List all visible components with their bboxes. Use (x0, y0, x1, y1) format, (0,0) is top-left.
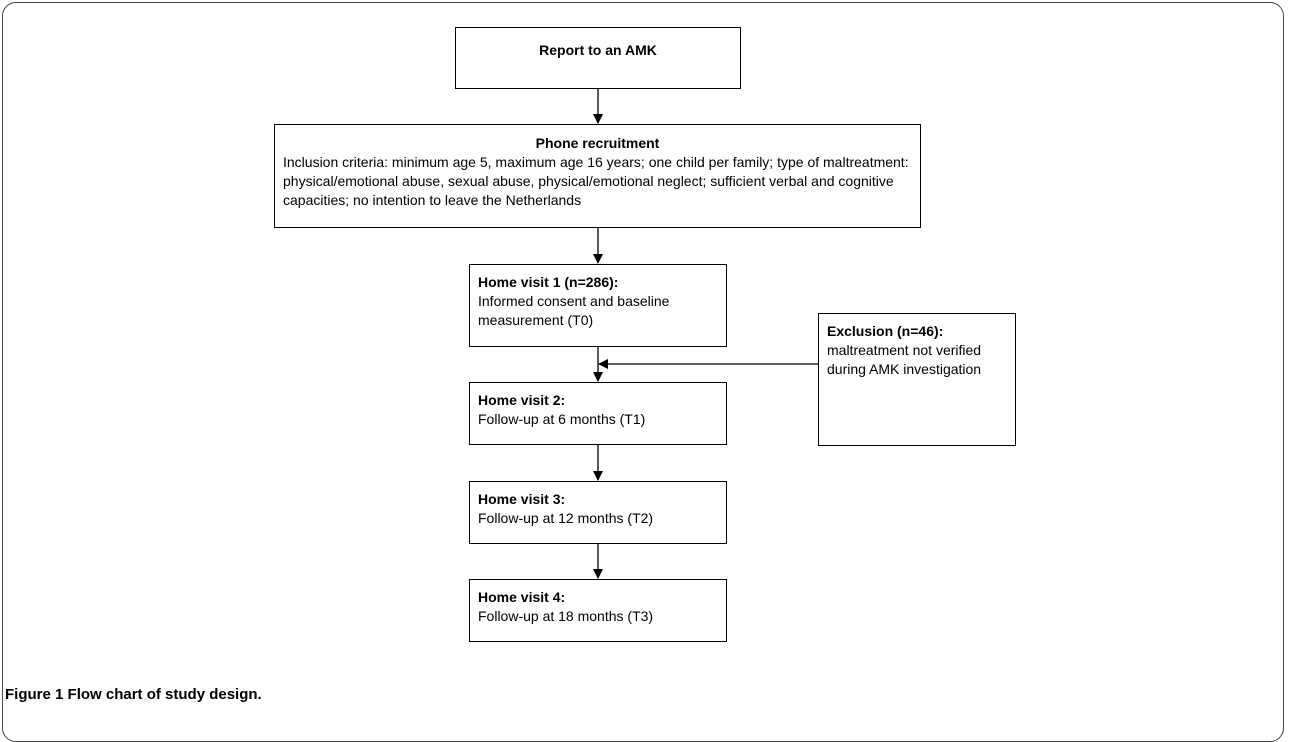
exclusion-title: Exclusion (n=46): (827, 323, 944, 339)
home-visit-1-box: Home visit 1 (n=286): Informed consent a… (469, 264, 727, 347)
home-visit-2-title: Home visit 2: (478, 392, 566, 408)
home-visit-4-box: Home visit 4: Follow-up at 18 months (T3… (469, 579, 727, 642)
home-visit-4-text: Follow-up at 18 months (T3) (478, 608, 654, 624)
recruitment-title: Phone recruitment (535, 135, 660, 151)
recruitment-box: Phone recruitment Inclusion criteria: mi… (274, 124, 921, 228)
caption-label: Figure 1 (5, 686, 64, 703)
exclusion-box: Exclusion (n=46): maltreatment not verif… (818, 313, 1016, 446)
home-visit-3-text: Follow-up at 12 months (T2) (478, 510, 654, 526)
home-visit-3-title: Home visit 3: (478, 491, 566, 507)
report-box: Report to an AMK (455, 27, 741, 89)
home-visit-4-title: Home visit 4: (478, 589, 566, 605)
figure-caption: Figure 1 Flow chart of study design. (5, 686, 262, 703)
home-visit-3-box: Home visit 3: Follow-up at 12 months (T2… (469, 481, 727, 544)
home-visit-2-box: Home visit 2: Follow-up at 6 months (T1) (469, 382, 727, 445)
report-title: Report to an AMK (539, 42, 657, 58)
home-visit-1-title: Home visit 1 (n=286): (478, 274, 619, 290)
flow-arrows (593, 89, 818, 579)
home-visit-2-text: Follow-up at 6 months (T1) (478, 411, 646, 427)
caption-text: Flow chart of study design. (67, 686, 262, 703)
exclusion-text: maltreatment not verified during AMK inv… (827, 342, 982, 377)
home-visit-1-text: Informed consent and baseline measuremen… (478, 293, 670, 328)
recruitment-criteria: Inclusion criteria: minimum age 5, maxim… (283, 154, 909, 208)
